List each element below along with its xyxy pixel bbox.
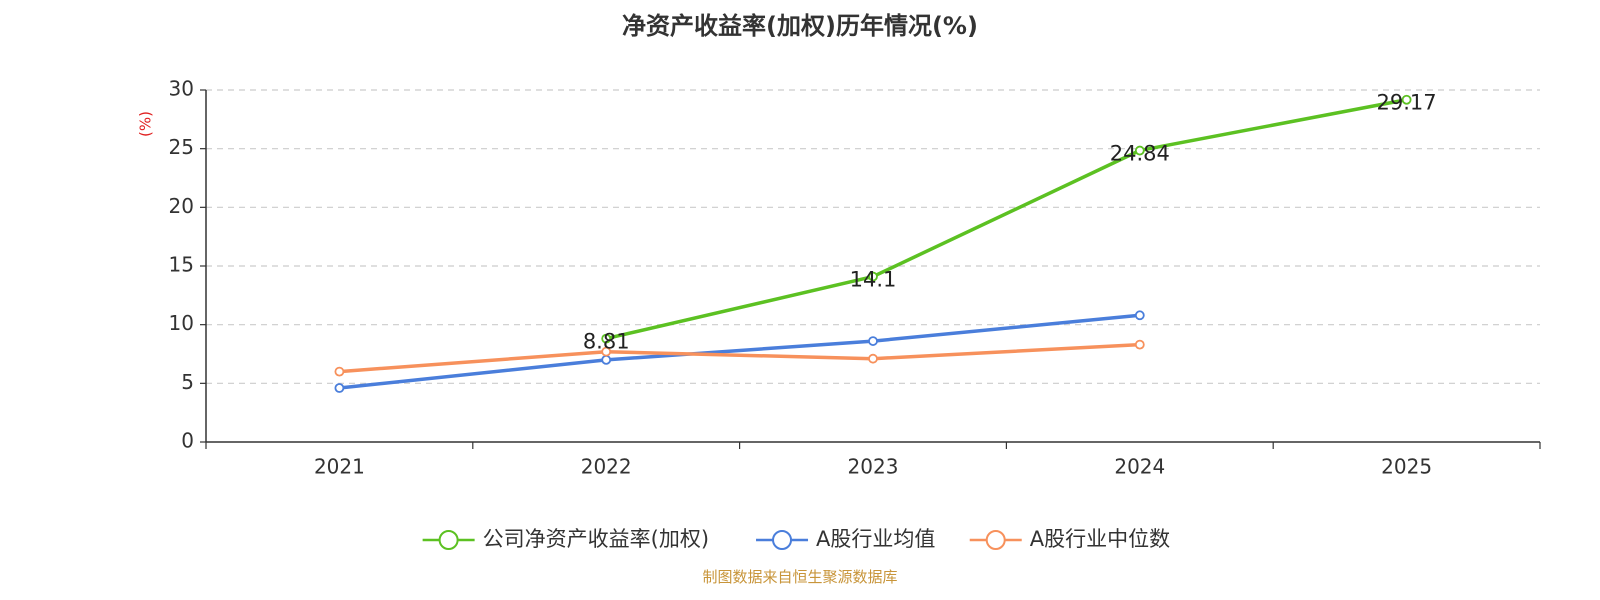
y-tick-label: 10 bbox=[169, 311, 194, 335]
y-tick-label: 0 bbox=[181, 429, 194, 453]
legend-circle-icon bbox=[985, 530, 1006, 550]
data-point bbox=[1134, 339, 1145, 350]
legend-item-0: 公司净资产收益率(加权) bbox=[422, 527, 709, 551]
data-point bbox=[868, 336, 878, 346]
legend-item-1: A股行业均值 bbox=[756, 527, 935, 551]
y-tick-label: 20 bbox=[169, 194, 194, 218]
data-point bbox=[1134, 145, 1145, 156]
data-point bbox=[868, 271, 878, 282]
data-point bbox=[334, 383, 345, 393]
legend: 公司净资产收益率(加权) A股行业均值 A股行业中位数 bbox=[422, 527, 1170, 551]
y-axis-label: (%) bbox=[137, 111, 155, 137]
y-tick-label: 30 bbox=[169, 77, 194, 101]
chart-title: 净资产收益率(加权)历年情况(%) bbox=[622, 12, 978, 40]
x-tick-label-2024: 2024 bbox=[1114, 455, 1165, 479]
data-labels: 8.81 14.1 24.84 29.17 bbox=[583, 91, 1437, 354]
grid-lines bbox=[206, 89, 1540, 384]
legend-item-2: A股行业中位数 bbox=[969, 527, 1170, 551]
data-point bbox=[868, 353, 878, 364]
data-label: 24.84 bbox=[1110, 142, 1170, 166]
y-tick-label: 25 bbox=[169, 135, 194, 159]
data-point bbox=[1401, 94, 1412, 105]
series-line-1 bbox=[339, 313, 1140, 390]
series-line-0 bbox=[605, 97, 1407, 341]
x-tick-label-2025: 2025 bbox=[1381, 455, 1432, 479]
series-layer bbox=[334, 94, 1412, 393]
legend-label: 公司净资产收益率(加权) bbox=[483, 527, 709, 551]
data-source-note: 制图数据来自恒生聚源数据库 bbox=[702, 568, 898, 586]
data-label: 29.17 bbox=[1377, 91, 1437, 115]
legend-label: A股行业中位数 bbox=[1030, 527, 1170, 551]
legend-circle-icon bbox=[772, 530, 793, 550]
y-tick-label: 15 bbox=[169, 253, 194, 277]
x-tick-label-2022: 2022 bbox=[581, 455, 632, 479]
legend-label: A股行业均值 bbox=[816, 527, 935, 551]
data-label: 14.1 bbox=[850, 268, 897, 292]
data-label: 8.81 bbox=[583, 330, 630, 354]
data-point bbox=[601, 346, 612, 357]
data-point bbox=[601, 354, 612, 365]
x-tick-label-2023: 2023 bbox=[848, 455, 899, 479]
data-point bbox=[1134, 310, 1145, 321]
data-point bbox=[334, 366, 345, 377]
y-tick-label: 5 bbox=[181, 370, 194, 394]
data-point bbox=[601, 333, 612, 344]
legend-circle-icon bbox=[438, 530, 459, 550]
series-line-2 bbox=[339, 342, 1140, 374]
x-tick-label-2021: 2021 bbox=[314, 455, 365, 479]
